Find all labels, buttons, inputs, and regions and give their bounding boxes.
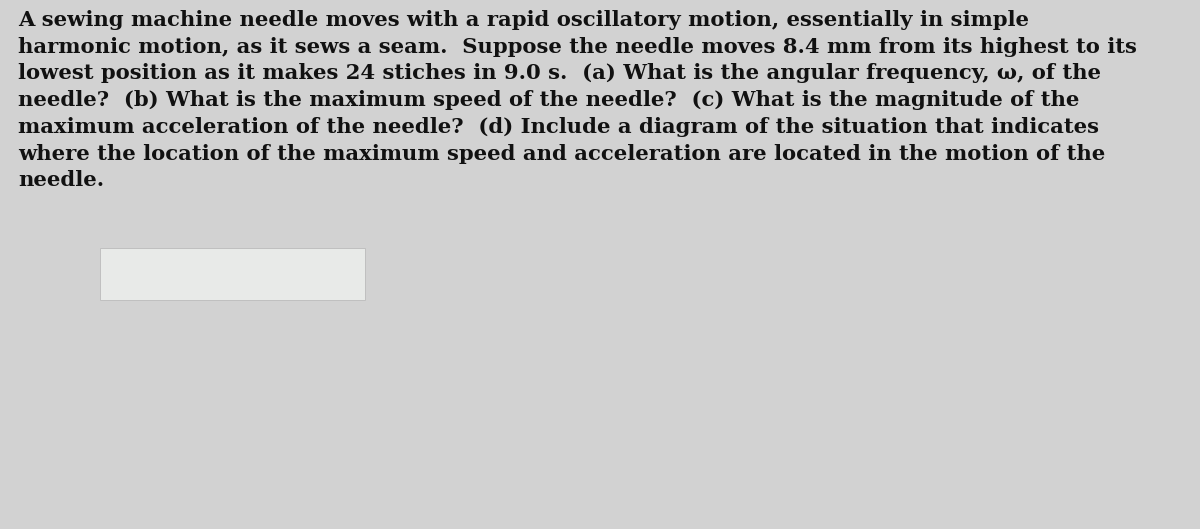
Text: A sewing machine needle moves with a rapid oscillatory motion, essentially in si: A sewing machine needle moves with a rap… (18, 10, 1136, 190)
Bar (100, 248, 365, 300)
